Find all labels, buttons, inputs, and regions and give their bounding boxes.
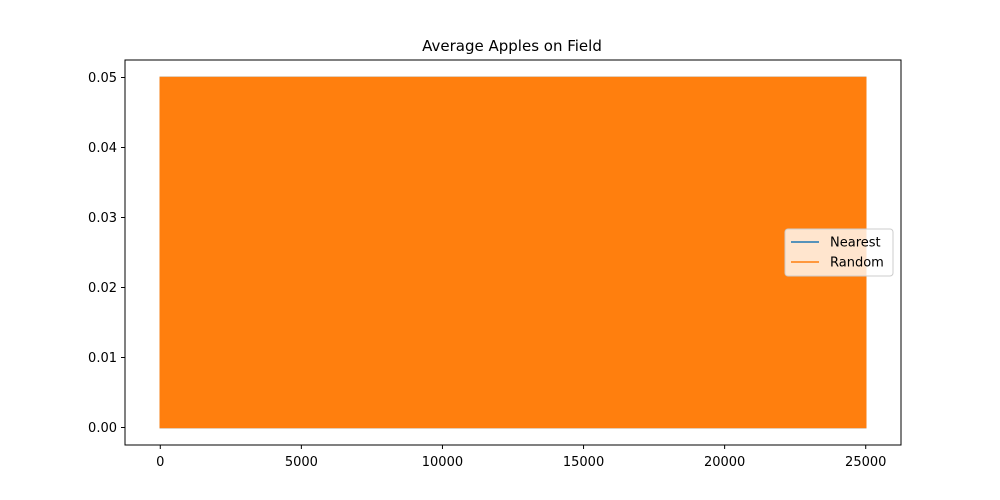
y-tick-label: 0.04 [88, 141, 117, 156]
y-tick-label: 0.03 [88, 211, 117, 226]
legend-box [784, 228, 894, 277]
chart-title: Average Apples on Field [422, 37, 602, 55]
y-axis: 0.00 0.01 0.02 0.03 0.04 0.05 [88, 71, 125, 436]
y-tick-label: 0.01 [88, 351, 117, 366]
x-tick-label: 20000 [704, 455, 745, 470]
x-tick-label: 25000 [845, 455, 886, 470]
series-layer [159, 76, 867, 429]
series-line-random [159, 76, 867, 429]
legend-label-nearest: Nearest [830, 236, 881, 251]
axes-frame [124, 59, 902, 446]
x-tick-label: 10000 [422, 455, 463, 470]
y-tick-label: 0.00 [88, 421, 117, 436]
legend-label-random: Random [830, 256, 884, 271]
y-tick-label: 0.02 [88, 281, 117, 296]
legend: Nearest Random [784, 228, 894, 277]
y-tick-label: 0.05 [88, 71, 117, 86]
x-tick-label: 5000 [285, 455, 318, 470]
x-axis: 0 5000 10000 15000 20000 25000 [156, 445, 886, 470]
x-tick-label: 15000 [563, 455, 604, 470]
x-tick-label: 0 [156, 455, 164, 470]
